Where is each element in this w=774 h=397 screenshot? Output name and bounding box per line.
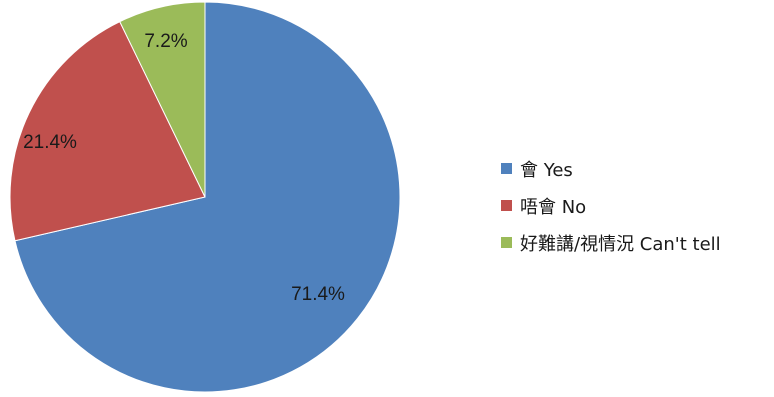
legend-item-can-t-tell: 好難講/視情況 Can't tell <box>501 224 721 261</box>
legend-swatch-can-t-tell <box>501 237 512 248</box>
legend-item-yes: 會 Yes <box>501 150 721 187</box>
legend-item-no: 唔會 No <box>501 187 721 224</box>
data-label-no: 21.4% <box>23 132 77 153</box>
pie-slice-can-t-tell <box>119 1 206 198</box>
pie-data-labels: 71.4% 21.4% 7.2% <box>23 31 345 305</box>
legend-label-can-t-tell: 好難講/視情況 Can't tell <box>520 233 721 255</box>
legend: 會 Yes 唔會 No 好難講/視情況 Can't tell <box>501 150 721 261</box>
pie-slice-yes <box>14 1 401 393</box>
legend-swatch-yes <box>501 163 512 174</box>
legend-label-yes: 會 Yes <box>520 159 573 181</box>
legend-swatch-no <box>501 200 512 211</box>
pie-slices <box>9 1 401 393</box>
data-label-yes: 71.4% <box>291 284 345 305</box>
pie-slice-no <box>9 20 206 242</box>
legend-label-no: 唔會 No <box>520 196 587 218</box>
data-label-can-t-tell: 7.2% <box>144 31 187 52</box>
